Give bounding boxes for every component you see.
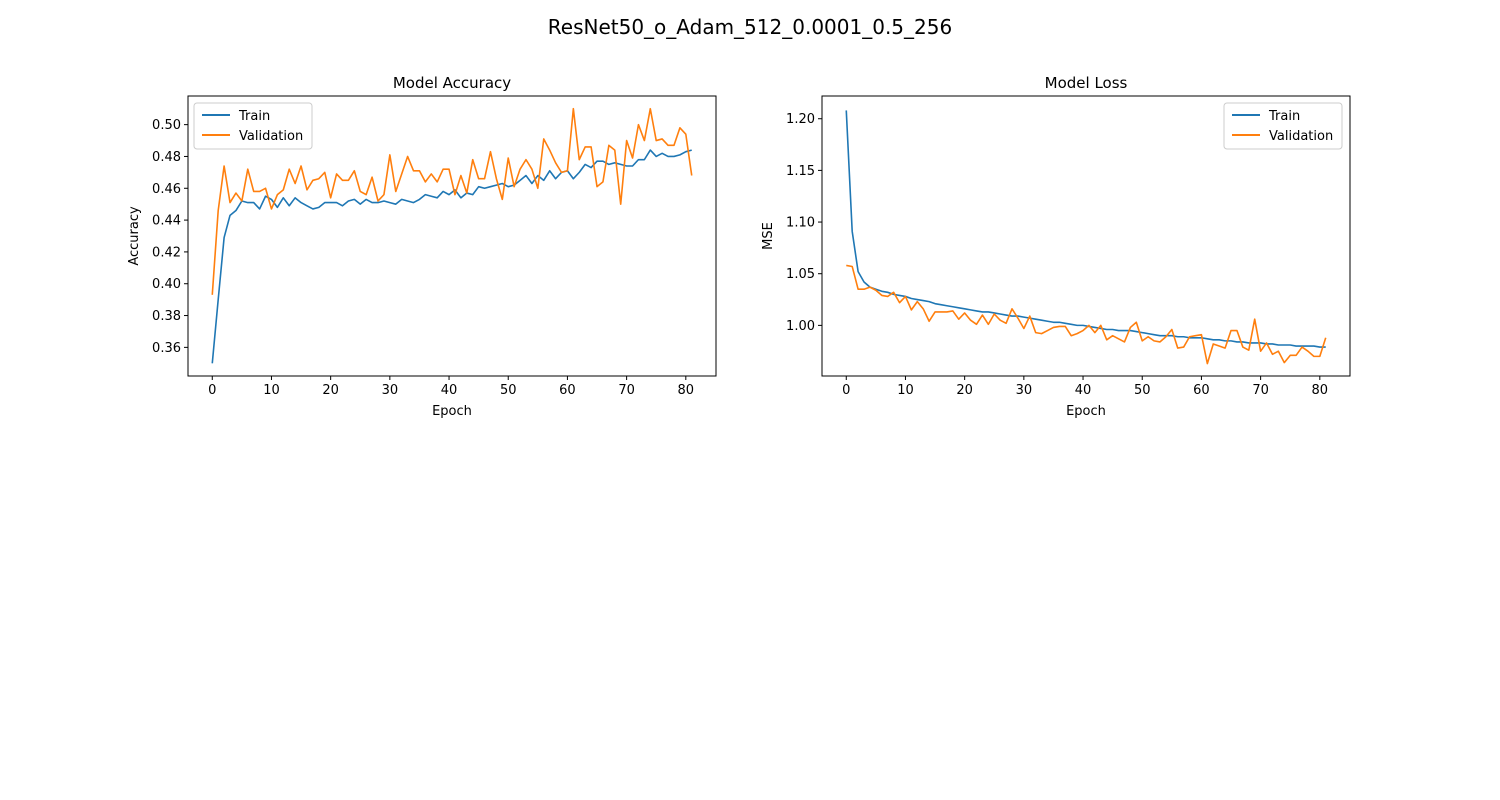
accuracy-chart: Model Accuracy Epoch Accuracy 0 10 20 30 40 5… (127, 74, 717, 419)
loss-legend-validation-label: Validation (1269, 129, 1333, 144)
loss-plot-frame (821, 95, 1351, 377)
loss-y-axis-label: MSE (761, 222, 776, 250)
loss-x-tick-label: 50 (1134, 383, 1151, 398)
accuracy-y-tick-label: 0.48 (152, 150, 181, 165)
loss-x-axis-label: Epoch (1066, 404, 1106, 419)
accuracy-legend-validation-label: Validation (239, 129, 303, 144)
loss-y-tick-label: 1.00 (786, 319, 815, 334)
accuracy-plot-frame (187, 95, 717, 377)
loss-x-tick-label: 40 (1075, 383, 1092, 398)
accuracy-chart-title: Model Accuracy (393, 74, 511, 92)
accuracy-y-tick-label: 0.44 (152, 214, 181, 229)
accuracy-validation-line (211, 107, 693, 295)
accuracy-y-axis-label: Accuracy (127, 206, 142, 266)
loss-chart: Model Loss Epoch MSE 0 10 20 30 40 50 60 70 80 1.… (761, 74, 1351, 419)
loss-x-tick-label: 70 (1252, 383, 1269, 398)
accuracy-x-tick-label: 30 (382, 383, 399, 398)
loss-train-line (845, 110, 1326, 348)
loss-x-tick-label: 60 (1193, 383, 1210, 398)
accuracy-y-tick-label: 0.40 (152, 277, 181, 292)
accuracy-x-tick-label: 60 (559, 383, 576, 398)
accuracy-x-tick-label: 0 (208, 383, 216, 398)
accuracy-train-line (211, 149, 692, 364)
accuracy-x-tick-label: 80 (678, 383, 695, 398)
loss-legend-train-label: Train (1268, 109, 1300, 124)
accuracy-y-tick-label: 0.38 (152, 309, 181, 324)
loss-ticks: 0 10 20 30 40 50 60 70 80 1.00 1.05 1.10 1.15 1.20 (786, 112, 1328, 398)
accuracy-x-axis-label: Epoch (432, 404, 472, 419)
accuracy-x-tick-label: 10 (263, 383, 280, 398)
accuracy-y-tick-label: 0.42 (152, 245, 181, 260)
figure-title: ResNet50_o_Adam_512_0.0001_0.5_256 (548, 15, 952, 39)
loss-y-tick-label: 1.05 (786, 267, 815, 282)
accuracy-y-tick-label: 0.46 (152, 182, 181, 197)
loss-x-tick-label: 0 (842, 383, 850, 398)
accuracy-x-tick-label: 40 (441, 383, 458, 398)
loss-legend: Train Validation (1223, 102, 1343, 150)
loss-y-tick-label: 1.10 (786, 216, 815, 231)
accuracy-ticks: 0 10 20 30 40 50 60 70 80 0.36 0.38 0.40 0.42 0.44 0.4… (152, 118, 694, 398)
accuracy-x-tick-label: 70 (618, 383, 635, 398)
accuracy-lines (211, 107, 693, 364)
accuracy-y-tick-label: 0.50 (152, 118, 181, 133)
loss-y-tick-label: 1.20 (786, 112, 815, 127)
loss-lines (845, 110, 1327, 365)
accuracy-x-tick-label: 50 (500, 383, 517, 398)
loss-x-tick-label: 30 (1016, 383, 1033, 398)
loss-validation-line (846, 264, 1327, 365)
loss-x-tick-label: 10 (897, 383, 914, 398)
accuracy-legend-train-label: Train (238, 109, 270, 124)
loss-x-tick-label: 20 (956, 383, 973, 398)
loss-chart-title: Model Loss (1045, 74, 1128, 92)
accuracy-x-tick-label: 20 (322, 383, 339, 398)
loss-x-tick-label: 80 (1312, 383, 1329, 398)
accuracy-y-tick-label: 0.36 (152, 341, 181, 356)
accuracy-legend: Train Validation (193, 102, 313, 150)
loss-y-tick-label: 1.15 (786, 164, 815, 179)
